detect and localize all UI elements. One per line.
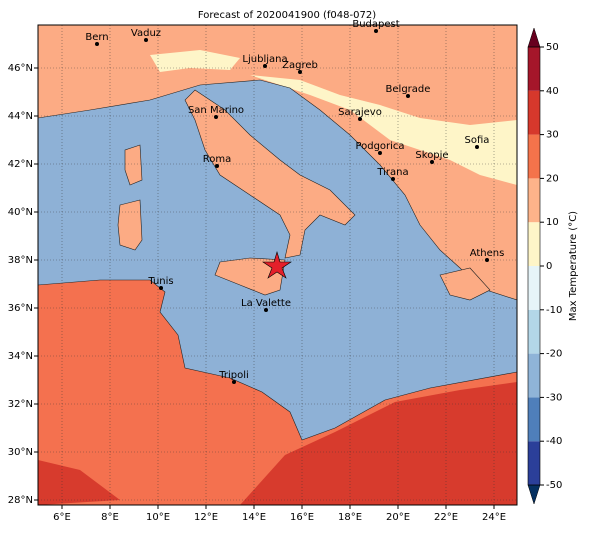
city-label: Podgorica <box>355 141 404 152</box>
colorbar-segment <box>528 222 540 266</box>
y-tick-label: 32°N <box>8 399 33 410</box>
city-dot <box>215 164 219 168</box>
city-dot <box>475 145 479 149</box>
colorbar-segment <box>528 266 540 310</box>
city-label: Sarajevo <box>338 107 382 118</box>
city-dot <box>214 115 218 119</box>
x-tick-label: 18°E <box>338 512 362 523</box>
y-tick-label: 46°N <box>8 63 33 74</box>
city-label: Skopje <box>415 150 448 161</box>
map <box>38 25 517 505</box>
y-tick-label: 40°N <box>8 207 33 218</box>
x-tick-label: 6°E <box>53 512 71 523</box>
city-dot <box>430 160 434 164</box>
city-label: La Valette <box>241 298 291 309</box>
x-tick-label: 24°E <box>482 512 506 523</box>
y-tick-label: 34°N <box>8 351 33 362</box>
x-tick-label: 22°E <box>434 512 458 523</box>
city-label: Budapest <box>352 19 399 30</box>
city-label: Roma <box>203 154 232 165</box>
colorbar-tick-label: 10 <box>546 217 559 228</box>
city-label: Athens <box>470 248 505 259</box>
y-tick-label: 36°N <box>8 303 33 314</box>
x-tick-label: 16°E <box>290 512 314 523</box>
colorbar-label: Max Temperature (°C) <box>568 211 579 321</box>
colorbar-segment <box>528 441 540 485</box>
colorbar-extend-max <box>527 27 541 48</box>
colorbar-segment <box>528 178 540 223</box>
city-label: Vaduz <box>131 28 161 39</box>
colorbar-tick-label: 0 <box>546 261 552 272</box>
colorbar-tick-label: -10 <box>546 305 562 316</box>
colorbar-tick-label: 50 <box>546 42 559 53</box>
city-dot <box>298 70 302 74</box>
city-dot <box>144 38 148 42</box>
map-frame <box>37 24 518 506</box>
city-label: Bern <box>85 32 108 43</box>
city-dot <box>264 308 268 312</box>
city-label: Belgrade <box>386 84 431 95</box>
x-tick-label: 14°E <box>242 512 266 523</box>
colorbar-segment <box>528 47 540 91</box>
x-tick-label: 8°E <box>101 512 119 523</box>
y-tick-label: 38°N <box>8 255 33 266</box>
colorbar-segment <box>528 90 540 135</box>
city-dot <box>378 151 382 155</box>
city-dot <box>95 42 99 46</box>
city-dot <box>159 286 163 290</box>
y-tick-label: 30°N <box>8 447 33 458</box>
y-tick-label: 28°N <box>8 495 33 506</box>
x-tick-label: 12°E <box>194 512 218 523</box>
title: Forecast of 2020041900 (f048-072) <box>198 10 376 21</box>
colorbar-tick-label: 20 <box>546 173 559 184</box>
city-dot <box>374 29 378 33</box>
colorbar-segment <box>528 134 540 179</box>
city-dot <box>263 64 267 68</box>
city-label: Tripoli <box>218 370 249 381</box>
city-dot <box>358 117 362 121</box>
city-dot <box>232 380 236 384</box>
city-label: Zagreb <box>282 60 318 71</box>
city-label: Tirana <box>376 167 408 178</box>
city-label: Sofia <box>465 135 490 146</box>
star-marker <box>262 250 292 279</box>
colorbar-tick-label: 30 <box>546 130 559 141</box>
colorbar-segment <box>528 309 540 354</box>
colorbar-tick-label: -50 <box>546 480 562 491</box>
x-tick-label: 10°E <box>146 512 170 523</box>
colorbar-tick-label: -20 <box>546 349 562 360</box>
city-label: Ljubljana <box>242 54 287 65</box>
x-tick-label: 20°E <box>386 512 410 523</box>
city-dot <box>406 94 410 98</box>
city-label: Tunis <box>147 276 173 287</box>
city-dot <box>485 258 489 262</box>
y-tick-label: 44°N <box>8 111 33 122</box>
colorbar-tick-label: 40 <box>546 86 559 97</box>
colorbar-segment <box>528 397 540 442</box>
colorbar-tick-label: -30 <box>546 392 562 403</box>
city-label: San Marino <box>188 105 244 116</box>
colorbar-extend-min <box>527 484 541 505</box>
colorbar-segment <box>528 353 540 398</box>
colorbar-tick-label: -40 <box>546 436 562 447</box>
y-tick-label: 42°N <box>8 159 33 170</box>
city-dot <box>391 177 395 181</box>
